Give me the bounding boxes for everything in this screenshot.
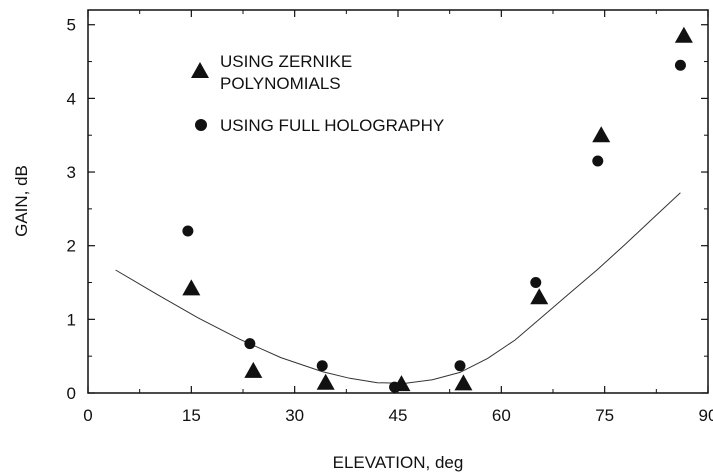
y-tick-label: 5 <box>67 16 76 35</box>
x-tick-labels: 0 15 30 45 60 75 90 <box>83 406 713 425</box>
holography-point <box>674 59 686 71</box>
y-axis-label: GAIN, dB <box>12 165 31 237</box>
holography-point <box>389 381 401 393</box>
holography-point <box>244 338 256 350</box>
y-tick-label: 1 <box>67 310 76 329</box>
holography-point <box>454 360 466 372</box>
holography-point <box>182 225 194 237</box>
x-tick-label: 0 <box>83 406 92 425</box>
plot-frame <box>87 9 709 394</box>
holography-point <box>316 360 328 372</box>
holography-point <box>530 277 542 289</box>
x-tick-label: 75 <box>595 406 614 425</box>
axis-ticks <box>87 10 709 394</box>
y-tick-label: 2 <box>67 237 76 256</box>
x-tick-label: 15 <box>182 406 201 425</box>
legend-label-holography: USING FULL HOLOGRAPHY <box>220 116 444 135</box>
y-tick-label: 3 <box>67 163 76 182</box>
y-tick-label: 0 <box>67 384 76 403</box>
x-tick-label: 45 <box>389 406 408 425</box>
legend: USING ZERNIKE POLYNOMIALS USING FULL HOL… <box>191 52 444 135</box>
legend-triangle-marker <box>191 62 209 78</box>
fit-curve <box>115 192 681 384</box>
zernike-point <box>454 374 473 391</box>
zernike-point <box>592 126 611 143</box>
zernike-point <box>316 373 335 390</box>
legend-label-zernike-line1: USING ZERNIKE <box>220 52 352 71</box>
zernike-point <box>530 288 549 305</box>
legend-label-zernike-line2: POLYNOMIALS <box>220 74 341 93</box>
zernike-point <box>182 279 201 296</box>
y-tick-labels: 0 1 2 3 4 5 <box>67 16 76 403</box>
x-tick-label: 30 <box>285 406 304 425</box>
x-tick-label: 60 <box>492 406 511 425</box>
y-tick-label: 4 <box>67 89 76 108</box>
holography-point <box>592 155 604 167</box>
legend-circle-marker <box>195 119 207 131</box>
zernike-point <box>244 361 263 378</box>
x-axis-label: ELEVATION, deg <box>333 453 464 472</box>
zernike-point <box>674 26 693 43</box>
x-tick-label: 90 <box>699 406 713 425</box>
data-markers <box>182 26 693 393</box>
